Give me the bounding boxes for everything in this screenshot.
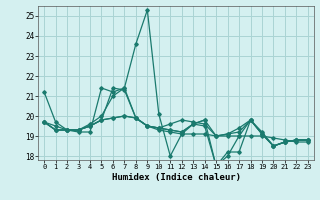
X-axis label: Humidex (Indice chaleur): Humidex (Indice chaleur) — [111, 173, 241, 182]
